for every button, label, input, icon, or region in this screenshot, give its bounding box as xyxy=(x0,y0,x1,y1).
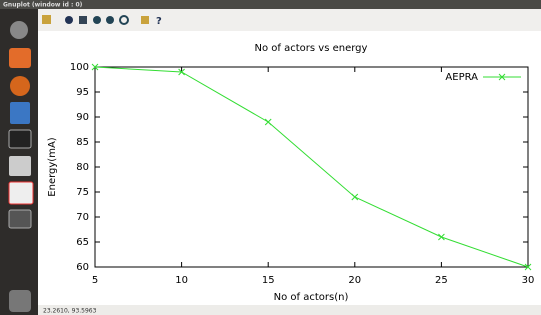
editor-icon xyxy=(9,156,31,176)
x-tick-label: 15 xyxy=(262,275,275,286)
y-tick-label: 85 xyxy=(76,137,89,148)
y-tick-label: 60 xyxy=(76,262,89,273)
workspace-icon xyxy=(9,210,31,228)
x-tick-label: 10 xyxy=(175,275,188,286)
x-axis-label: No of actors(n) xyxy=(274,292,349,303)
zoom-next-button[interactable] xyxy=(106,16,114,24)
y-tick-label: 95 xyxy=(76,87,89,98)
chart-title: No of actors vs energy xyxy=(255,43,368,54)
y-tick-label: 90 xyxy=(76,112,89,123)
config-button[interactable] xyxy=(141,16,149,24)
x-tick-label: 25 xyxy=(435,275,448,286)
y-tick-label: 65 xyxy=(76,237,89,248)
x-tick-label: 30 xyxy=(522,275,535,286)
firefox-icon xyxy=(10,76,30,96)
y-tick-label: 80 xyxy=(76,162,89,173)
x-tick-label: 5 xyxy=(92,275,98,286)
page: Gnuplot (window id : 0) ? 23.2610, 93.59… xyxy=(0,0,541,315)
help-button[interactable]: ? xyxy=(156,16,162,27)
grid-button[interactable] xyxy=(79,16,87,24)
x-tick-label: 20 xyxy=(348,275,361,286)
status-text: 23.2610, 93.5963 xyxy=(43,308,97,315)
gnuplot-icon xyxy=(9,182,33,204)
files-icon xyxy=(9,48,31,68)
writer-icon xyxy=(10,102,30,124)
y-tick-label: 70 xyxy=(76,212,89,223)
copy-button[interactable] xyxy=(42,15,51,24)
y-tick-label: 75 xyxy=(76,187,89,198)
legend-label: AEPRA xyxy=(445,72,478,83)
window-title: Gnuplot (window id : 0) xyxy=(3,2,83,9)
terminal-icon xyxy=(9,130,31,148)
zoom-prev-button[interactable] xyxy=(93,16,101,24)
dash-icon xyxy=(10,21,28,39)
trash-icon xyxy=(9,290,31,312)
y-axis-label: Energy(mA) xyxy=(47,137,58,196)
status-bar xyxy=(38,305,541,315)
screen: Gnuplot (window id : 0) ? 23.2610, 93.59… xyxy=(0,0,541,315)
replot-button[interactable] xyxy=(65,16,73,24)
y-tick-label: 100 xyxy=(70,62,89,73)
